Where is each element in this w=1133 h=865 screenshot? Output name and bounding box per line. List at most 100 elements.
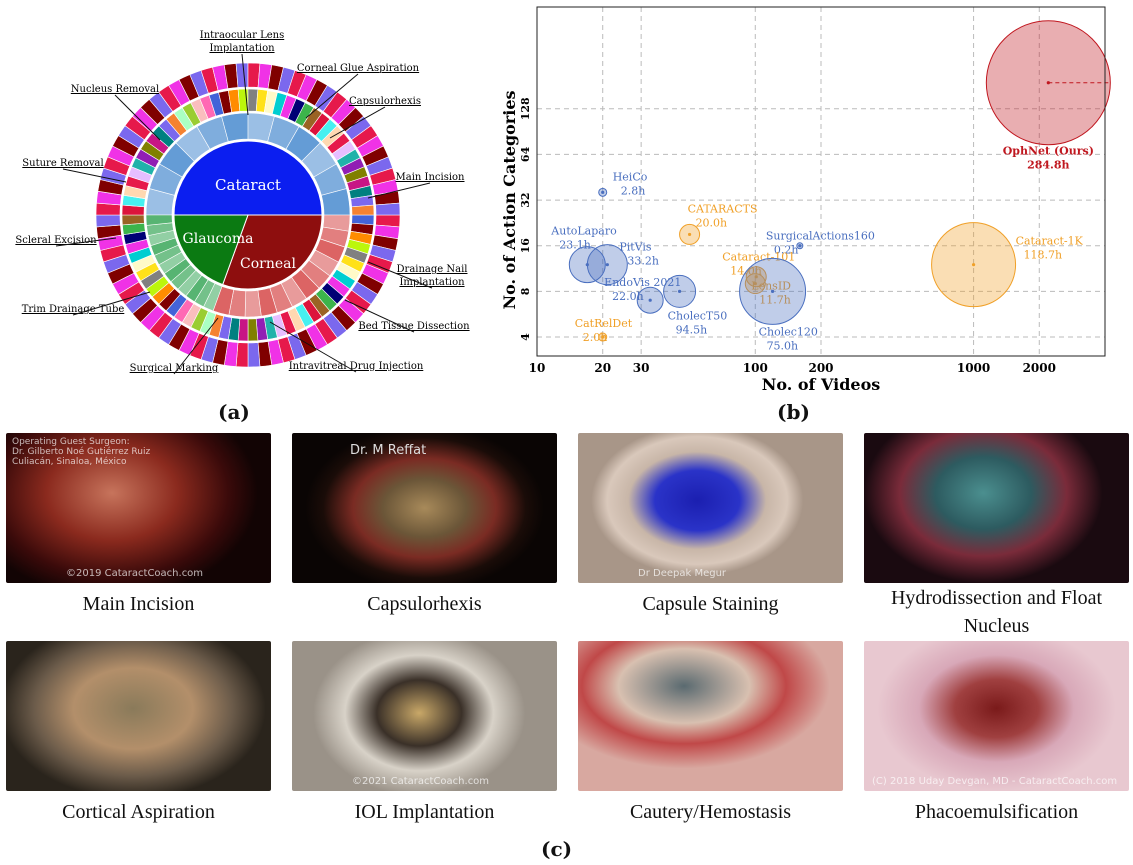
panel-label-c: (c) [541,837,573,861]
bubble-hours-label: 118.7h [1024,249,1063,262]
bubble-label: OphNet (Ours) [1003,145,1094,158]
frame-cautery-hemostasis [578,641,843,791]
callout-leader [173,317,219,375]
frame-watermark: Dr Deepak Megur [638,568,727,579]
center-label-cataract: Cataract [215,176,281,194]
sunburst-outer-segment [235,62,249,88]
bubble-label: EndoVis 2021 [604,276,681,289]
bubble-center [770,289,775,293]
bubble-hours-label: 33.2h [627,255,659,268]
sunburst-outer-segment [247,342,261,368]
sunburst-core [145,112,351,318]
sunburst-outer-segment [95,214,121,228]
callout-label: Main Incision [396,172,466,183]
bubble-center [605,263,609,267]
panel-label-b: (b) [777,400,810,424]
frame-caption: Hydrodissection and Float Nucleus [890,587,1103,637]
bubble-label: CholecT50 [668,309,728,322]
y-tick-label: 16 [519,238,532,254]
frame-caption: IOL Implantation [354,801,495,823]
frame-caption: Capsule Staining [642,593,779,615]
bubble-center [754,275,758,279]
chart-ticks: 10 20 30 100 200 1000 2000 4 8 16 32 64 128 [519,97,1056,375]
callout-leader [367,182,431,199]
frame-overlay-text: Dr. M Reffat [350,443,427,458]
frame-hydrodissection [864,433,1129,583]
bubble-label: Cataract-1K [1016,235,1084,248]
callout-leader [62,168,127,183]
bubble-hours-label: 23.1h [559,239,591,252]
callout-leader [305,73,359,119]
x-tick-label: 1000 [957,361,990,375]
bubble-hours-label: 2.0h [583,331,608,344]
bubble-label: Cataract-101 [722,251,795,264]
callout-label: Intraocular Lens [200,30,284,41]
x-tick-label: 2000 [1023,361,1056,375]
sunburst-mid-segment [121,214,145,226]
callout-leader [72,291,151,316]
x-axis-label: No. of Videos [762,375,881,394]
y-tick-label: 4 [519,333,532,341]
bubble-hours-label: 20.0h [696,216,728,229]
callout-label: Drainage Nail [397,264,468,275]
frame-cortical-aspiration [6,641,271,791]
callout-leader [55,237,117,247]
bubble-hours-label: 2.8h [621,184,646,197]
y-tick-label: 128 [519,97,532,120]
bubble-label: LensID [751,280,791,293]
x-tick-label: 200 [808,361,833,375]
callout-labels: Intraocular Lens Implantation Corneal Glue… [15,30,470,375]
bubble-center [601,190,605,194]
callout-label: Implantation [399,277,465,288]
bubble-center [971,263,976,267]
frame-caption: Capsulorhexis [367,593,482,615]
bubble-hours-label: 11.7h [759,294,791,307]
bubble-hours-label: 22.0h [612,290,644,303]
frame-caption: Phacoemulsification [914,801,1079,823]
frame-iol-implantation: ©2021 CataractCoach.com [292,641,557,791]
callout-label: Nucleus Removal [71,84,159,95]
callout-leader [269,321,357,373]
bubble-label: AutoLaparo [550,225,617,238]
sunburst-outer-segment [375,202,401,216]
sunburst-rings [95,62,401,368]
frame-phacoemulsification: (C) 2018 Uday Devgan, MD - CataractCoach… [864,641,1129,791]
x-tick-label: 30 [633,361,650,375]
callout-label: Scleral Excision [15,235,97,246]
y-tick-label: 32 [519,192,532,207]
callout-label: Trim Drainage Tube [22,304,125,315]
callout-label: Surgical Marking [130,363,219,374]
bubble-label: CATARACTS [688,202,758,215]
glaucoma-sector-ring [145,214,173,226]
bubble-center [677,289,682,293]
y-axis-label: No. of Action Categories [500,90,519,309]
callout-label: Intravitreal Drug Injection [289,361,424,372]
frame-watermark: ©2021 CataractCoach.com [352,776,490,787]
callout-leader [344,299,415,333]
bubble-hours-label: 75.0h [767,339,799,352]
callout-leader [114,94,161,141]
callout-leader [329,106,386,139]
bubble-label: PitVis [619,241,652,254]
callout-label: Bed Tissue Dissection [358,321,470,332]
sunburst-mid-segment [351,204,375,216]
x-tick-label: 100 [743,361,768,375]
bubble-center [648,298,652,302]
x-tick-label: 10 [529,361,546,375]
glaucoma-sector [173,214,249,286]
callout-leader [241,53,249,116]
bubble-hours-label: 94.5h [676,323,708,336]
sunburst-mid-segment [247,318,259,342]
bubble-label: SurgicalActions160 [766,230,875,243]
y-tick-label: 8 [519,287,532,295]
center-label-corneal: Corneal [240,256,296,272]
callout-label: Suture Removal [22,158,103,169]
y-tick-label: 64 [519,146,532,162]
callout-label: Capsulorhexis [349,96,421,107]
frame-main-incision: Operating Guest Surgeon: Dr. Gilberto No… [6,433,271,583]
frame-caption: Cautery/Hemostasis [629,801,792,823]
bubble-label: HeiCo [613,170,648,183]
frame-caption: Main Incision [82,593,195,615]
